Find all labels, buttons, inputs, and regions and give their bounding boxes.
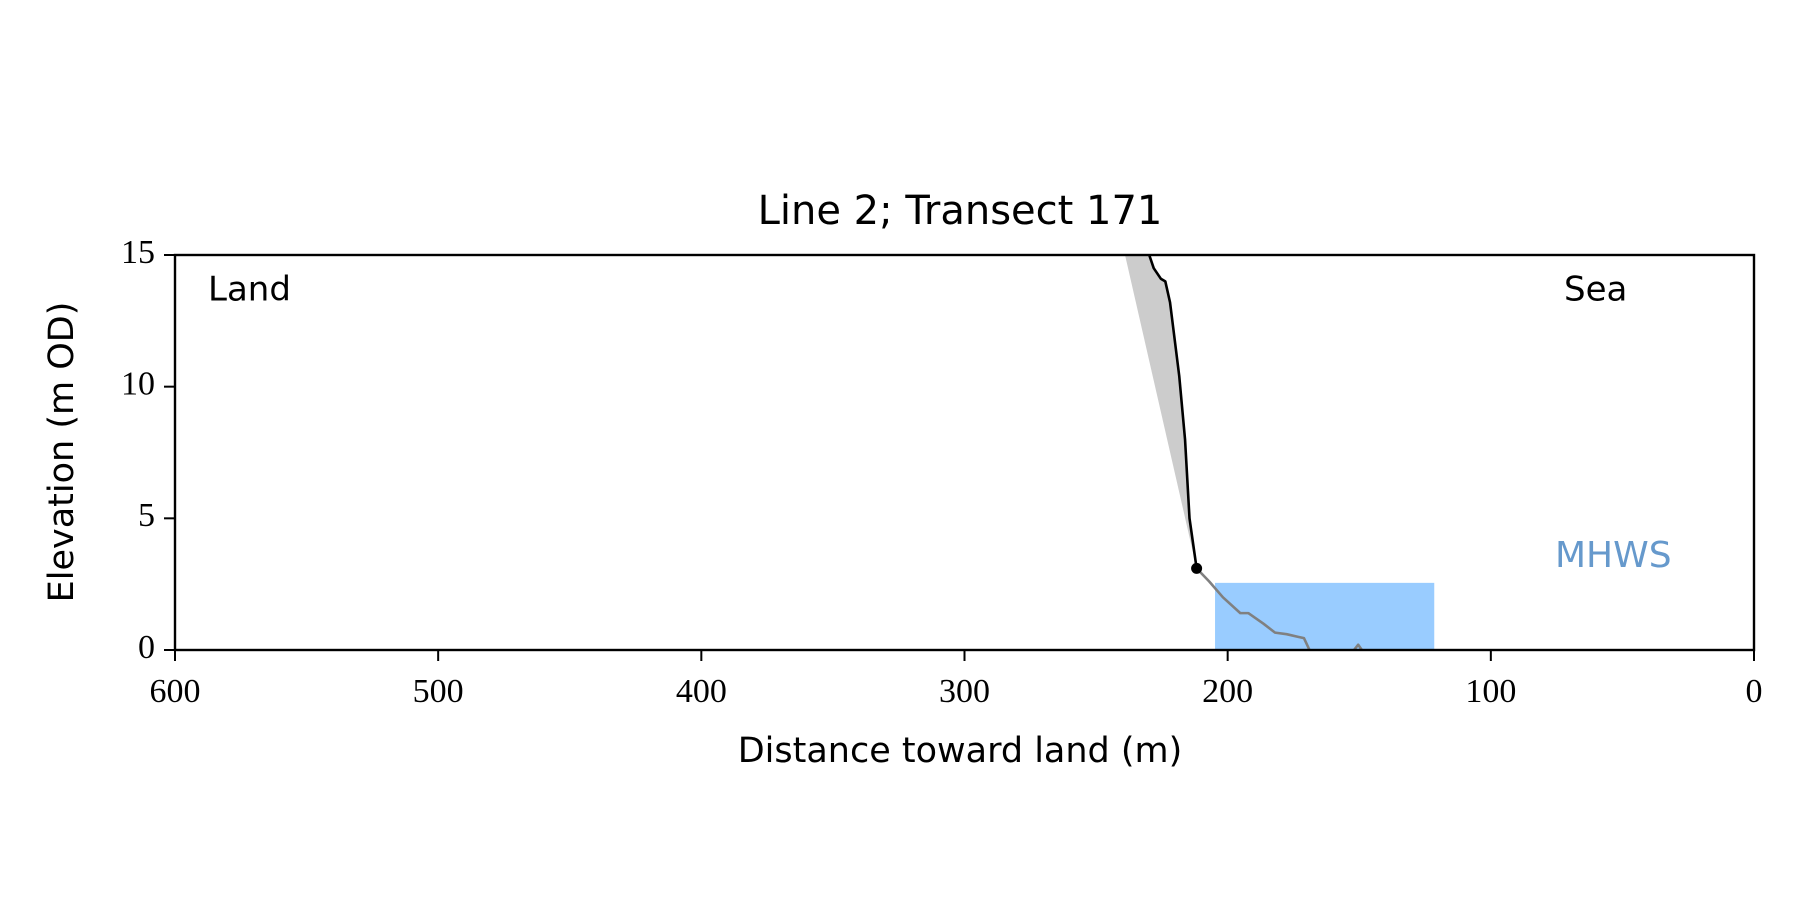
x-tick-label: 200: [1202, 673, 1253, 710]
annotation: Sea: [1564, 270, 1627, 310]
y-axis-label: Elevation (m OD): [42, 302, 82, 603]
profile-line: [1148, 254, 1198, 569]
x-tick-label: 600: [150, 673, 201, 710]
x-tick-label: 0: [1746, 673, 1763, 710]
x-tick-label: 400: [676, 673, 727, 710]
plot-frame: [173, 253, 1756, 652]
profile-line: [1195, 567, 1363, 651]
y-tick-label: 15: [121, 234, 155, 271]
x-tick-label: 500: [413, 673, 464, 710]
toe-point: [1191, 562, 1203, 574]
mhws-area: [1215, 582, 1435, 650]
chart-title: Line 2; Transect 171: [758, 188, 1163, 234]
x-tick-label: 300: [939, 673, 990, 710]
annotation: Land: [208, 270, 291, 310]
x-axis-label: Distance toward land (m): [738, 731, 1183, 771]
x-tick-label: 100: [1465, 673, 1516, 710]
y-tick-label: 0: [138, 629, 155, 666]
mhws-label: MHWS: [1555, 535, 1672, 576]
y-tick-label: 10: [121, 365, 155, 402]
y-tick-label: 5: [138, 497, 155, 534]
shaded-area: [1125, 255, 1197, 569]
